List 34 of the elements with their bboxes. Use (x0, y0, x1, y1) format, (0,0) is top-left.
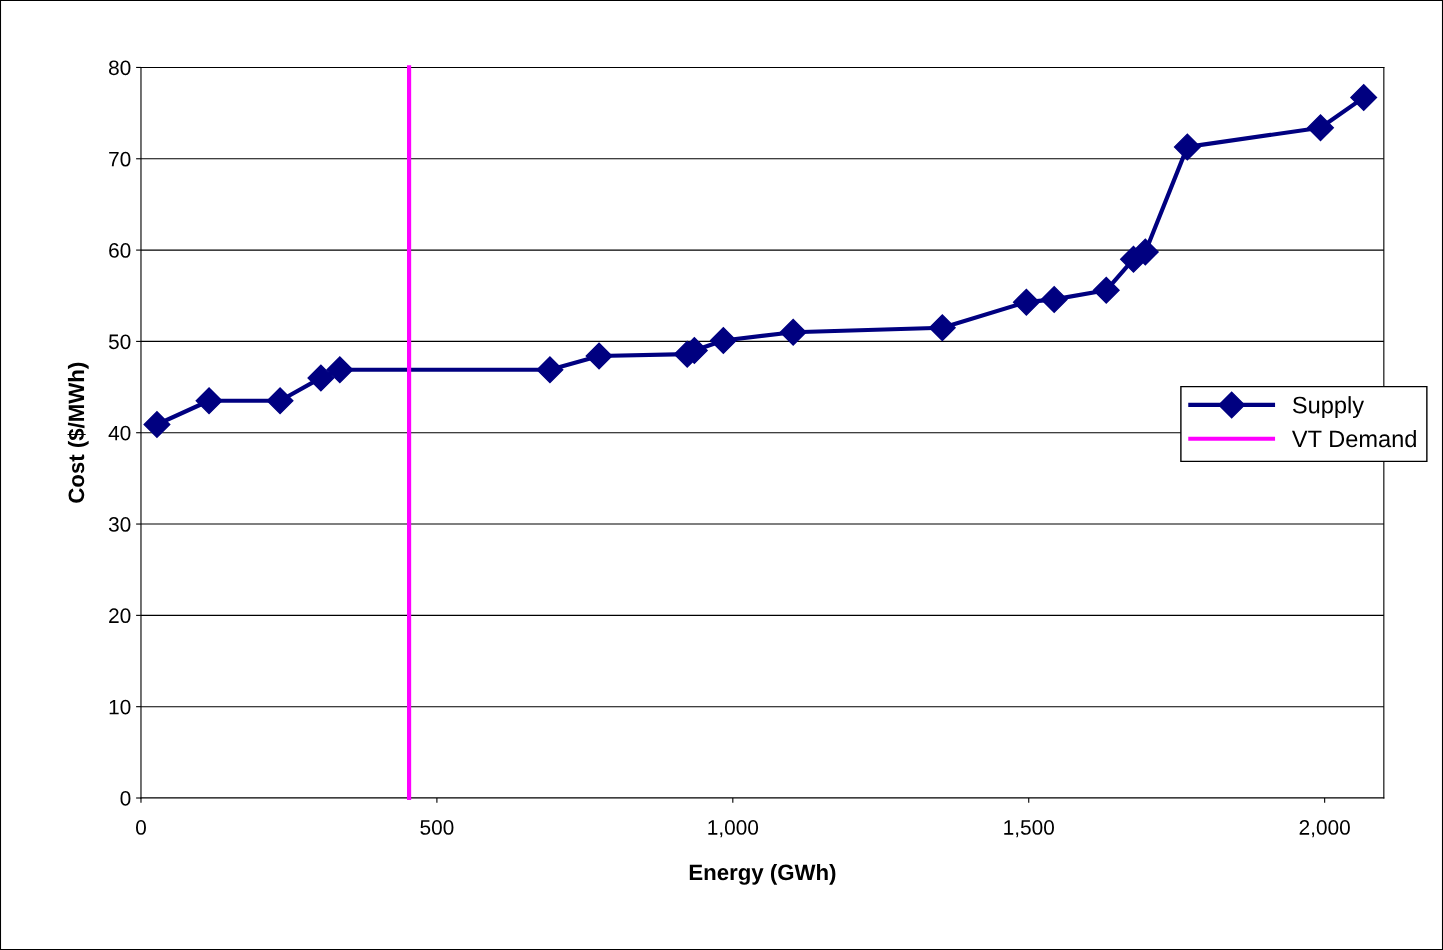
y-tick-label: 40 (108, 425, 131, 441)
x-tick-label: 1,000 (708, 820, 759, 838)
point (143, 411, 171, 438)
point (928, 314, 956, 342)
point (536, 356, 564, 384)
y-tick-label: 80 (108, 60, 131, 76)
point (585, 342, 613, 370)
point (266, 387, 294, 415)
point (1040, 285, 1068, 313)
legend-label: Supply (1292, 396, 1365, 419)
y-axis-title: Cost ($/MWh) (67, 362, 89, 503)
point (1307, 114, 1334, 142)
x-tick-label: 0 (136, 820, 146, 835)
y-tick-label: 10 (109, 699, 131, 715)
point (326, 356, 354, 384)
point (709, 327, 737, 354)
legend-label: VT Demand (1291, 429, 1416, 448)
point (307, 364, 335, 392)
point (1012, 288, 1040, 316)
y-tick-label: 70 (109, 151, 131, 167)
point (1092, 276, 1120, 304)
point (1350, 84, 1378, 112)
point (779, 318, 807, 346)
x-tick-label: 1,500 (1004, 820, 1054, 838)
y-tick-label: 20 (109, 608, 131, 624)
point (1173, 133, 1201, 161)
y-tick-label: 50 (108, 334, 131, 350)
y-tick-label: 0 (120, 791, 131, 806)
x-tick-label: 2,000 (1299, 820, 1350, 838)
x-tick-label: 500 (420, 820, 454, 835)
y-tick-label: 60 (109, 243, 131, 258)
x-axis-title: Energy (GWh) (689, 863, 836, 885)
y-tick-label: 30 (108, 517, 131, 532)
point (195, 387, 223, 415)
